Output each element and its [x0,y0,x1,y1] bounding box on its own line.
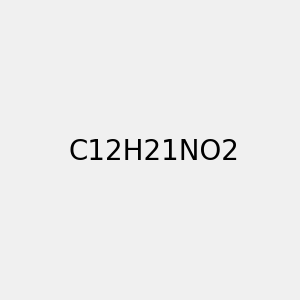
Text: C12H21NO2: C12H21NO2 [68,137,239,166]
